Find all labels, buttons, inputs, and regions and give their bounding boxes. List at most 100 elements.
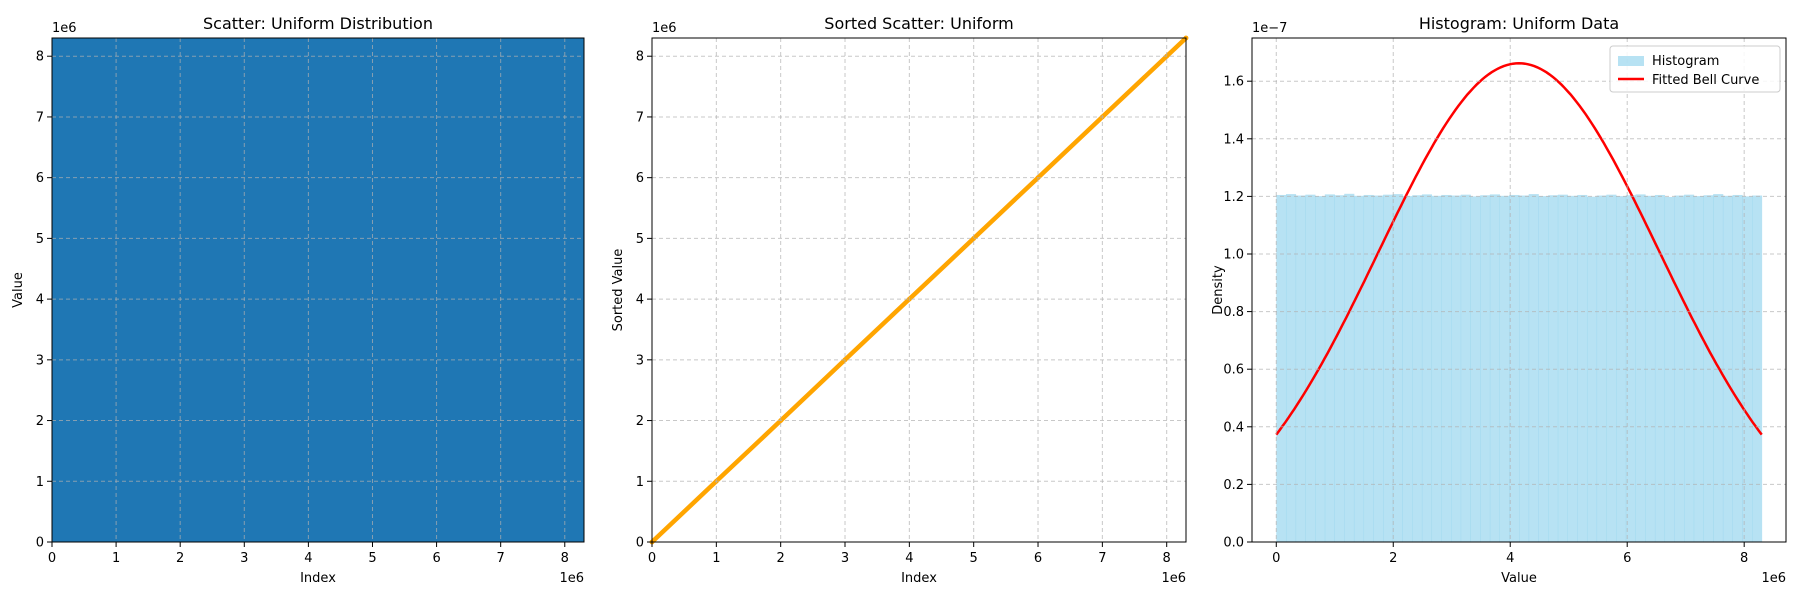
y-tick-label: 5 — [636, 232, 644, 247]
y-tick-label: 6 — [36, 171, 44, 186]
histogram-bar — [1606, 194, 1617, 542]
histogram-bar — [1557, 194, 1568, 542]
y-axis-label: Sorted Value — [611, 249, 626, 332]
x-tick-label: 8 — [1163, 551, 1171, 566]
x-tick-label: 4 — [1506, 551, 1514, 566]
y-axis-label: Value — [11, 272, 26, 308]
y-tick-label: 0 — [36, 536, 44, 551]
x-tick-label: 0 — [48, 551, 56, 566]
histogram-bar — [1383, 194, 1394, 542]
x-tick-label: 6 — [432, 551, 440, 566]
legend-label-curve: Fitted Bell Curve — [1652, 73, 1759, 88]
grid — [651, 38, 1186, 543]
x-tick-label: 5 — [970, 551, 978, 566]
axes-frame — [1251, 37, 1787, 543]
x-tick-label: 2 — [176, 551, 184, 566]
histogram-bar — [1315, 196, 1326, 542]
histogram-bar — [1421, 194, 1433, 542]
scatter-uniform-panel: Scatter: Uniform Distribution Index Valu… — [11, 14, 585, 586]
histogram-bar — [1480, 195, 1491, 543]
y-tick-label: 0.4 — [1223, 420, 1244, 435]
histogram-bar — [1489, 194, 1500, 542]
histogram-bar — [1334, 195, 1345, 543]
histogram-bar — [1586, 196, 1598, 543]
y-tick-label: 4 — [36, 293, 44, 308]
legend-swatch-histogram — [1618, 56, 1644, 66]
histogram-bar — [1645, 195, 1656, 542]
histogram-bar — [1577, 194, 1588, 542]
x-tick-label: 1 — [712, 551, 720, 566]
histogram-panel: Histogram: Uniform Data Value Density 1e… — [1211, 14, 1787, 586]
data-layer — [52, 38, 584, 542]
y-tick-label: 2 — [636, 414, 644, 429]
histogram-bar — [1528, 194, 1539, 542]
x-offset-label: 1e6 — [1161, 571, 1186, 586]
x-tick-label: 3 — [841, 551, 849, 566]
histogram-bar — [1722, 195, 1733, 542]
legend-label-histogram: Histogram — [1652, 54, 1719, 69]
histogram-bar — [1441, 194, 1452, 542]
histogram-bar — [1616, 196, 1627, 542]
y-tick-label: 0.0 — [1223, 536, 1244, 551]
histogram-bar — [1324, 194, 1335, 542]
histogram-bar — [1295, 195, 1306, 542]
histogram-bar — [1596, 195, 1607, 542]
x-tick-label: 1 — [112, 551, 120, 566]
histogram-bar — [1538, 196, 1549, 542]
x-axis-label: Index — [901, 571, 937, 586]
sorted-scatter-panel: Sorted Scatter: Uniform Index Sorted Val… — [611, 14, 1189, 586]
x-offset-label: 1e6 — [1761, 571, 1786, 586]
y-tick-label: 1 — [636, 475, 644, 490]
legend-box — [1609, 45, 1781, 93]
y-tick-label: 1.2 — [1223, 190, 1244, 205]
histogram-bar — [1285, 194, 1297, 542]
x-tick-label: 6 — [1034, 551, 1042, 566]
sorted-scatter-series — [649, 35, 1189, 545]
scatter-point — [971, 235, 977, 241]
y-tick-label: 0 — [636, 536, 644, 551]
y-tick-label: 3 — [36, 353, 44, 368]
x-tick-label: 4 — [905, 551, 913, 566]
y-offset-label: 1e−7 — [1252, 21, 1287, 36]
histogram-bar — [1519, 195, 1530, 542]
y-tick-label: 1.6 — [1223, 75, 1244, 90]
y-tick-label: 2 — [36, 414, 44, 429]
histogram-bar — [1732, 194, 1743, 542]
histogram-bar — [1460, 194, 1471, 542]
histogram-bar — [1703, 195, 1714, 543]
y-tick-label: 7 — [36, 110, 44, 125]
y-tick-label: 8 — [636, 50, 644, 65]
histogram-bar — [1684, 194, 1695, 542]
histogram-bar — [1625, 195, 1636, 543]
y-tick-label: 7 — [636, 110, 644, 125]
y-tick-label: 1.0 — [1223, 248, 1244, 263]
y-tick-label: 8 — [36, 50, 44, 65]
x-tick-label: 2 — [1389, 551, 1397, 566]
x-tick-label: 7 — [1098, 551, 1106, 566]
x-axis-label: Index — [300, 571, 336, 586]
x-tick-label: 4 — [304, 551, 312, 566]
y-tick-label: 0.8 — [1223, 305, 1244, 320]
chart-title: Sorted Scatter: Uniform — [824, 14, 1013, 33]
histogram-bar — [1635, 194, 1646, 542]
axes-frame — [651, 37, 1187, 543]
histogram-bar — [1305, 194, 1316, 542]
x-tick-label: 2 — [777, 551, 785, 566]
y-tick-label: 4 — [636, 293, 644, 308]
y-axis-label: Density — [1211, 265, 1226, 315]
fitted-bell-curve — [1275, 62, 1763, 436]
histogram-bar — [1654, 194, 1666, 542]
scatter-point-cloud — [52, 38, 584, 542]
histogram-bar — [1567, 195, 1578, 542]
x-tick-label: 7 — [497, 551, 505, 566]
x-offset-label: 1e6 — [559, 571, 584, 586]
y-tick-label: 5 — [36, 232, 44, 247]
legend: Histogram Fitted Bell Curve — [1609, 45, 1781, 93]
histogram-bar — [1344, 193, 1355, 543]
scatter-point — [842, 357, 848, 363]
y-tick-label: 3 — [636, 353, 644, 368]
x-tick-label: 8 — [561, 551, 569, 566]
x-tick-label: 6 — [1623, 551, 1631, 566]
histogram-bar — [1470, 196, 1481, 542]
